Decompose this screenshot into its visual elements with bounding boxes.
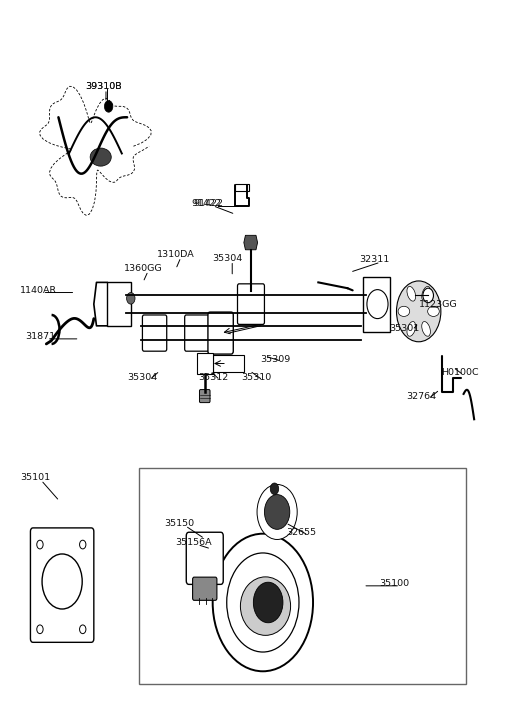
Circle shape <box>126 292 135 304</box>
Ellipse shape <box>90 148 112 166</box>
Circle shape <box>367 289 388 318</box>
Circle shape <box>262 491 292 532</box>
Ellipse shape <box>398 306 410 316</box>
Text: 91422: 91422 <box>192 199 221 208</box>
Circle shape <box>80 625 86 634</box>
Text: H0100C: H0100C <box>441 369 478 377</box>
Text: 35100: 35100 <box>379 579 409 588</box>
Text: 35301: 35301 <box>390 324 420 332</box>
Text: 32764: 32764 <box>406 393 436 401</box>
Circle shape <box>423 288 433 302</box>
Text: 39310B: 39310B <box>85 82 122 92</box>
FancyBboxPatch shape <box>208 312 233 354</box>
Polygon shape <box>244 236 258 250</box>
Ellipse shape <box>227 553 299 652</box>
FancyBboxPatch shape <box>193 577 217 601</box>
Text: 91422: 91422 <box>194 199 224 208</box>
Circle shape <box>37 625 43 634</box>
Text: 39310B: 39310B <box>85 82 122 92</box>
Text: 35150: 35150 <box>164 519 194 528</box>
Circle shape <box>37 540 43 549</box>
Circle shape <box>253 582 283 623</box>
Text: 35156A: 35156A <box>176 538 212 547</box>
Ellipse shape <box>422 286 431 301</box>
Text: 32311: 32311 <box>359 255 389 265</box>
Bar <box>139 467 466 683</box>
Circle shape <box>80 540 86 549</box>
Circle shape <box>264 494 290 529</box>
Circle shape <box>257 484 297 539</box>
Circle shape <box>270 483 279 494</box>
Circle shape <box>105 100 113 112</box>
FancyBboxPatch shape <box>186 532 223 585</box>
Ellipse shape <box>407 286 416 301</box>
Text: 31871: 31871 <box>25 332 56 341</box>
Ellipse shape <box>407 321 416 337</box>
Polygon shape <box>363 276 390 332</box>
Circle shape <box>42 554 82 609</box>
Text: 35309: 35309 <box>260 355 290 364</box>
FancyBboxPatch shape <box>142 315 167 351</box>
Ellipse shape <box>213 534 313 671</box>
Circle shape <box>397 281 441 342</box>
Text: 35304: 35304 <box>213 254 243 263</box>
Text: 1360GG: 1360GG <box>124 264 162 273</box>
Text: 35304: 35304 <box>127 374 157 382</box>
FancyBboxPatch shape <box>30 528 94 643</box>
Bar <box>213 355 244 372</box>
FancyBboxPatch shape <box>185 315 209 351</box>
Text: 32655: 32655 <box>287 529 317 537</box>
Text: 1140AR: 1140AR <box>20 286 57 295</box>
Ellipse shape <box>245 286 256 295</box>
Text: 35310: 35310 <box>241 374 271 382</box>
Text: 35312: 35312 <box>198 374 228 382</box>
Polygon shape <box>107 282 131 326</box>
Text: 1310DA: 1310DA <box>157 250 195 260</box>
FancyBboxPatch shape <box>237 284 264 324</box>
Ellipse shape <box>427 306 439 316</box>
Ellipse shape <box>241 577 290 635</box>
Text: 1123GG: 1123GG <box>418 300 457 309</box>
Text: 35101: 35101 <box>20 473 50 483</box>
Bar <box>197 353 213 374</box>
Ellipse shape <box>422 321 431 337</box>
FancyBboxPatch shape <box>235 184 249 191</box>
FancyBboxPatch shape <box>200 390 210 403</box>
